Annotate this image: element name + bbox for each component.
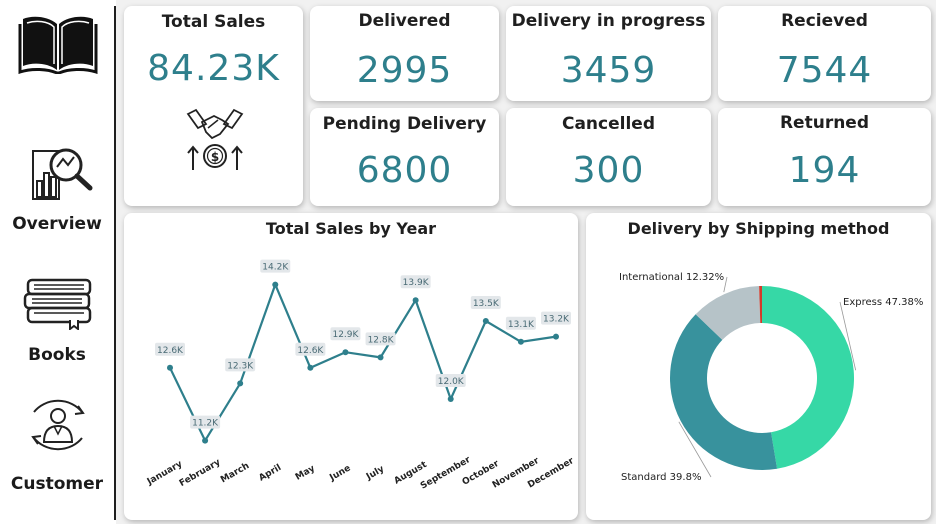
sidebar-item-books[interactable]: Books: [28, 345, 86, 365]
donut-chart-panel: Delivery by Shipping method Express 47.3…: [586, 213, 931, 520]
handshake-money-icon: $: [186, 108, 244, 170]
x-tick-label: January: [145, 459, 184, 488]
kpi-card-delivered: Delivered 2995: [310, 6, 499, 101]
sidebar-item-customer[interactable]: Customer: [10, 474, 104, 494]
x-tick-label: February: [178, 457, 223, 489]
open-book-icon: [18, 16, 98, 74]
svg-text:Standard 39.8%: Standard 39.8%: [621, 472, 701, 483]
kpi-value: 3459: [560, 50, 657, 91]
data-point[interactable]: [167, 364, 173, 371]
sales-line: [169, 281, 557, 443]
donut-slice[interactable]: [762, 286, 854, 469]
kpi-value: 2995: [356, 50, 453, 91]
x-tick-label: March: [219, 461, 251, 485]
kpi-value: 7544: [776, 50, 873, 91]
kpi-title: Cancelled: [561, 114, 655, 134]
data-point[interactable]: [202, 437, 209, 444]
svg-text:13.1K: 13.1K: [508, 320, 535, 330]
data-point[interactable]: [412, 297, 419, 304]
kpi-card-pending: Pending Delivery 6800: [310, 108, 499, 206]
data-label: 13.2K: [541, 311, 571, 325]
svg-text:12.9K: 12.9K: [332, 330, 359, 340]
line-chart[interactable]: 12.6K January 11.2K February 12.3K March 14.2K…: [124, 213, 578, 520]
customer-cycle-icon[interactable]: [20, 392, 96, 458]
data-label: 13.1K: [505, 316, 536, 330]
svg-text:13.5K: 13.5K: [473, 299, 500, 309]
donut-chart[interactable]: Express 47.38% Standard 39.8% Internationa…: [586, 213, 931, 520]
data-point[interactable]: [307, 364, 314, 371]
svg-text:International 12.32%: International 12.32%: [619, 272, 724, 283]
kpi-card-total-sales: Total Sales 84.23K $: [124, 6, 303, 206]
data-point[interactable]: [237, 380, 244, 387]
svg-text:Express 47.38%: Express 47.38%: [843, 297, 923, 308]
sidebar-divider: [114, 6, 116, 520]
donut-slice[interactable]: [670, 314, 778, 470]
kpi-value: 300: [572, 150, 645, 191]
x-tick-label: April: [257, 463, 283, 484]
kpi-title: Delivery in progress: [511, 11, 706, 31]
data-label: 11.2K: [190, 415, 221, 429]
donut-slice[interactable]: [695, 286, 761, 340]
magnifier-chart-icon[interactable]: [30, 145, 94, 203]
kpi-title: Total Sales: [161, 12, 266, 32]
kpi-card-in-progress: Delivery in progress 3459: [506, 6, 711, 101]
svg-text:14.2K: 14.2K: [262, 263, 289, 273]
data-label: 13.5K: [470, 296, 501, 309]
kpi-card-cancelled: Cancelled 300: [506, 108, 711, 206]
svg-text:$: $: [211, 150, 219, 164]
kpi-card-returned: Returned 194: [718, 108, 931, 206]
data-point[interactable]: [553, 333, 559, 340]
kpi-value: 84.23K: [147, 48, 280, 89]
data-label: 12.6K: [295, 342, 326, 356]
kpi-title: Recieved: [781, 11, 868, 31]
x-tick-label: May: [294, 464, 317, 483]
kpi-title: Delivered: [358, 11, 451, 31]
data-point[interactable]: [342, 349, 349, 356]
book-stack-icon[interactable]: [22, 276, 94, 330]
chart-title: Total Sales by Year: [265, 219, 437, 238]
data-label: 14.2K: [260, 259, 291, 273]
data-label: 12.0K: [435, 374, 466, 387]
data-point[interactable]: [272, 281, 279, 288]
kpi-value: 194: [788, 150, 861, 191]
data-label: 12.9K: [330, 327, 361, 341]
svg-text:12.6K: 12.6K: [157, 346, 184, 356]
data-label: 12.3K: [225, 358, 256, 372]
svg-text:12.8K: 12.8K: [368, 335, 395, 345]
chart-title: Delivery by Shipping method: [627, 219, 890, 238]
data-label: 13.9K: [400, 275, 431, 289]
data-point[interactable]: [482, 318, 489, 324]
svg-text:11.2K: 11.2K: [192, 419, 219, 429]
svg-text:13.2K: 13.2K: [543, 315, 570, 325]
sidebar: Overview Books Customer: [0, 0, 116, 524]
sidebar-item-overview[interactable]: Overview: [12, 214, 102, 234]
slice-label: International 12.32%: [619, 272, 728, 293]
x-tick-label: July: [364, 464, 386, 483]
data-point[interactable]: [377, 354, 384, 361]
slice-label: Express 47.38%: [839, 297, 923, 371]
slice-label: Standard 39.8%: [621, 421, 712, 483]
svg-text:13.9K: 13.9K: [403, 278, 430, 288]
kpi-value: 6800: [356, 150, 453, 191]
line-chart-panel: Total Sales by Year 12.6K January 11.2K Feb…: [124, 213, 578, 520]
data-label: 12.8K: [365, 332, 396, 346]
kpi-title: Pending Delivery: [322, 114, 487, 134]
data-point[interactable]: [447, 396, 454, 402]
donut-slice[interactable]: [759, 286, 762, 324]
data-label: 12.6K: [155, 342, 185, 356]
svg-text:12.3K: 12.3K: [227, 361, 254, 371]
x-tick-label: June: [327, 463, 352, 483]
svg-text:12.6K: 12.6K: [297, 346, 324, 356]
data-point[interactable]: [517, 338, 524, 345]
svg-text:12.0K: 12.0K: [438, 377, 465, 387]
kpi-title: Returned: [779, 113, 870, 133]
kpi-card-received: Recieved 7544: [718, 6, 931, 101]
